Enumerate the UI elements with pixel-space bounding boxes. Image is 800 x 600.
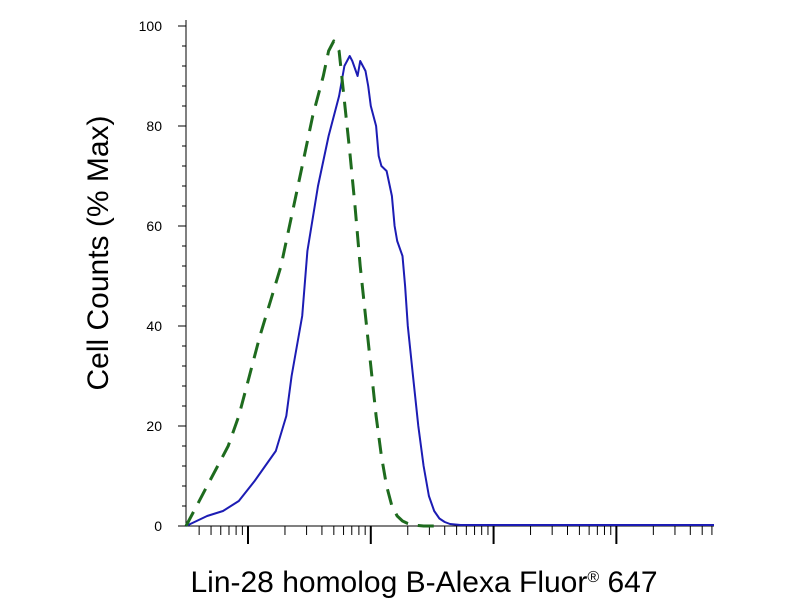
y-tick-label-20: 20 [146,418,162,434]
x-axis [186,525,714,544]
y-axis-title: Cell Counts (% Max) [82,115,115,390]
y-tick-label-100: 100 [139,18,163,34]
x-axis-title-suffix: 647 [599,566,657,599]
registered-mark: ® [587,569,599,586]
y-tick-label-0: 0 [154,518,162,534]
y-tick-label-80: 80 [146,118,162,134]
y-tick-label-60: 60 [146,218,162,234]
series-1-solid-line [185,55,714,527]
series-2-dashed-line [184,39,440,528]
y-axis: 0 20 40 60 80 100 [139,18,187,534]
x-axis-title-main: Lin-28 homolog B-Alexa Fluor [190,566,587,599]
y-tick-label-40: 40 [146,318,162,334]
series-layer [184,39,714,528]
x-axis-title: Lin-28 homolog B-Alexa Fluor® 647 [190,566,657,599]
